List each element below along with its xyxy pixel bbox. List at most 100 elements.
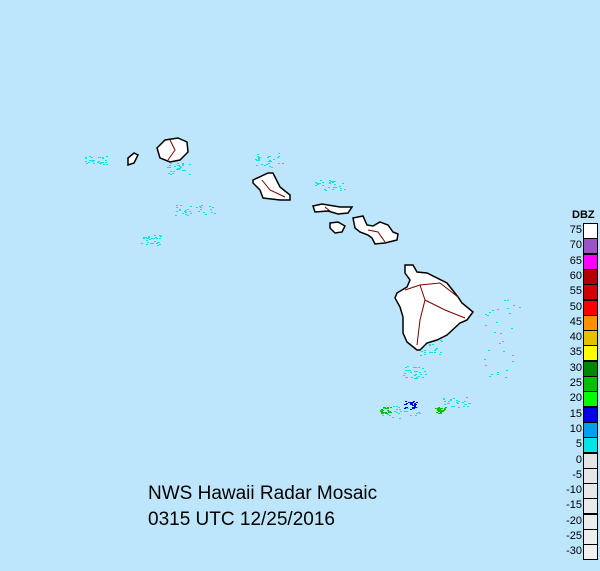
radar-echo [106,164,108,165]
radar-echo [387,407,389,408]
radar-echo [387,408,389,409]
radar-echo [435,408,437,409]
radar-echo [451,406,453,407]
radar-echo [440,352,442,353]
radar-echo [407,366,409,367]
radar-echo [405,407,407,408]
radar-echo [319,183,321,184]
radar-echo [170,163,172,164]
radar-echo [435,349,437,350]
radar-echo [201,205,203,206]
legend-swatch [583,421,598,438]
radar-echo [332,189,334,190]
island-oahu [252,172,291,201]
radar-echo [258,160,260,161]
radar-echo [316,183,318,184]
radar-echo [416,413,418,414]
radar-echo [282,163,284,164]
radar-echo [392,417,394,418]
radar-echo [422,377,424,378]
legend-item: 75 [560,223,600,239]
radar-echo [143,237,145,238]
radar-echoes [85,153,521,419]
radar-echo [278,153,280,154]
legend-value: 45 [569,315,582,328]
radar-echo [497,372,499,373]
radar-echo [255,159,257,160]
radar-echo [413,407,415,408]
radar-echo [154,235,156,236]
radar-echo [322,182,324,183]
legend-item: -30 [560,544,600,561]
legend-item: 40 [560,330,600,347]
radar-echo [450,400,452,401]
radar-echo [429,352,431,353]
radar-echo [429,345,431,346]
radar-echo [512,355,514,356]
radar-echo [442,410,444,411]
radar-echo [169,165,171,166]
radar-echo [419,372,421,373]
radar-echo [415,415,417,416]
radar-echo [210,209,212,210]
timestamp: 0315 UTC 12/25/2016 [148,509,335,530]
radar-echo [322,185,324,186]
radar-echo [458,407,460,408]
radar-echo [205,214,207,215]
radar-echo [381,409,383,410]
radar-echo [258,159,260,160]
radar-echo [409,402,411,403]
radar-echo [415,367,417,368]
radar-echo [511,328,513,329]
radar-echo [418,412,420,413]
legend-value: -25 [566,530,582,542]
radar-echo [513,305,515,306]
island-kauai [156,137,189,163]
radar-echo [147,238,149,239]
legend-item: 5 [560,437,600,454]
radar-echo [466,397,468,398]
radar-echo [415,407,417,408]
legend-value: 65 [569,254,582,267]
radar-echo [424,371,426,372]
legend-swatch [583,376,598,392]
radar-echo [257,154,259,155]
radar-echo [189,174,191,175]
radar-echo [340,190,342,191]
legend-value: 20 [569,392,582,405]
radar-echo [429,344,431,345]
radar-echo [416,378,418,379]
radar-echo [261,164,263,165]
radar-echo [405,404,407,405]
radar-echo [403,375,405,376]
legend-item: 60 [560,268,600,285]
radar-echo [404,408,406,409]
radar-echo [422,368,424,369]
radar-echo [89,156,91,157]
radar-echo [407,408,409,409]
radar-echo [182,170,184,171]
legend-swatch [583,253,598,270]
legend-item: 25 [560,376,600,392]
radar-echo [443,399,445,400]
radar-echo [453,406,455,407]
legend-value: 25 [569,377,582,389]
legend-item: 55 [560,284,600,301]
radar-echo [437,408,439,409]
radar-echo [410,415,412,416]
radar-echo [438,411,440,412]
radar-echo [168,173,170,174]
radar-echo [383,408,385,409]
radar-echo [453,398,455,399]
radar-echo [268,161,270,162]
radar-echo [271,167,273,168]
radar-echo [184,170,186,171]
radar-echo [431,352,433,353]
radar-echo [269,166,271,167]
radar-echo [156,243,158,244]
radar-echo [340,188,342,189]
radar-echo [382,410,384,411]
radar-echo [387,410,389,411]
radar-echo [406,377,408,378]
radar-echo [496,322,498,323]
